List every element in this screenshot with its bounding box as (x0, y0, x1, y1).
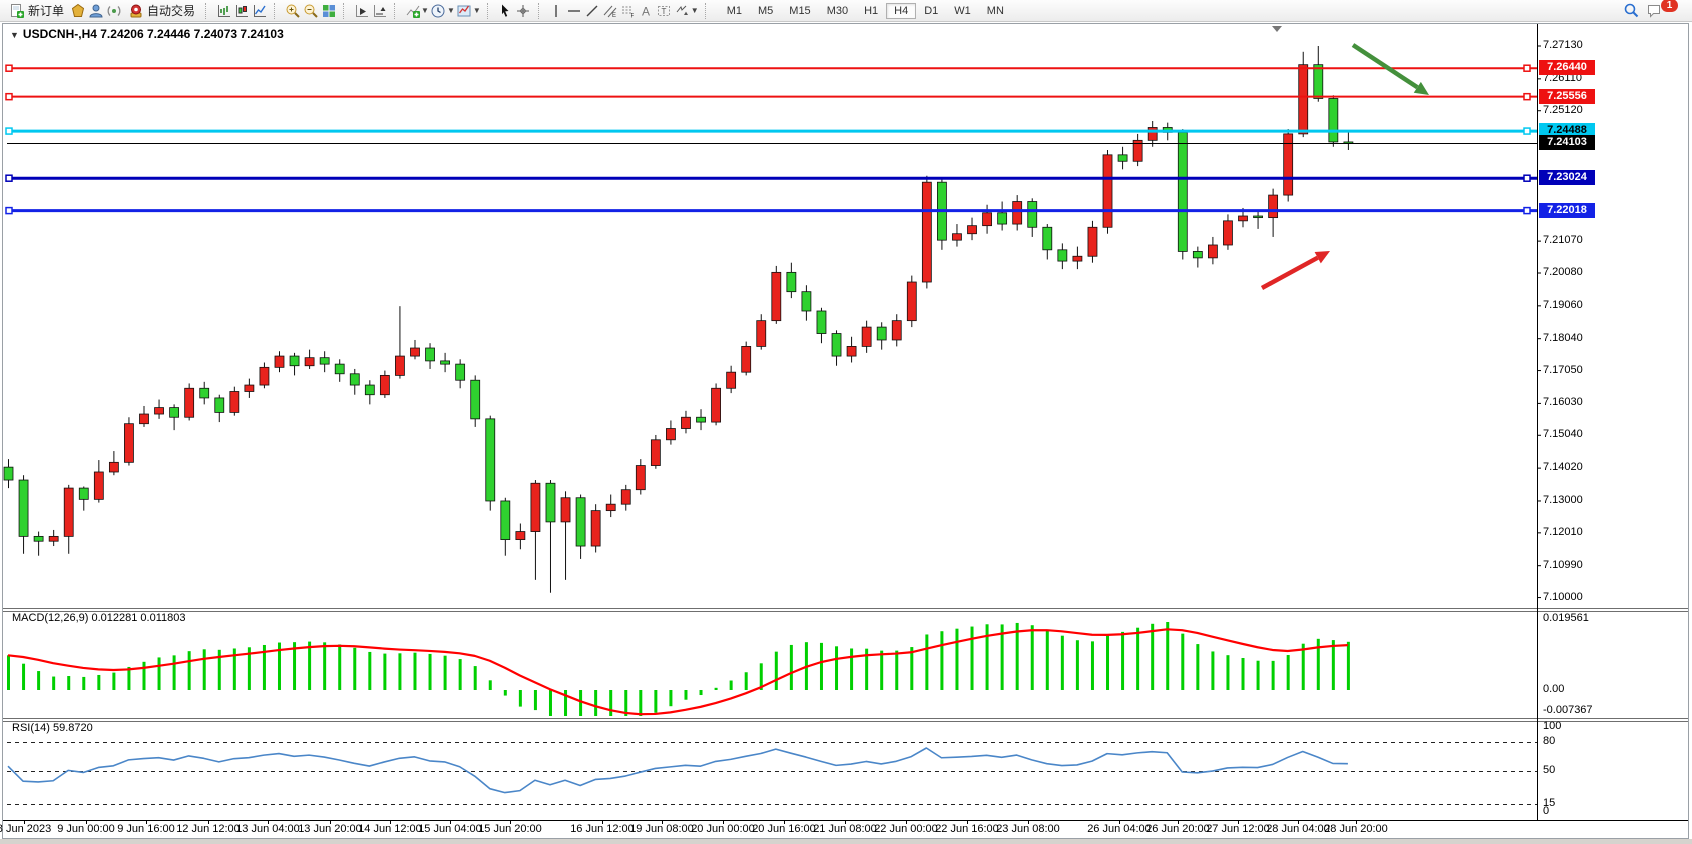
notification-badge[interactable]: 1 (1661, 0, 1678, 12)
zoom-out-icon[interactable] (302, 2, 319, 19)
timeframe-button-m5[interactable]: M5 (758, 4, 774, 17)
new-order-icon (8, 2, 25, 19)
chat-icon[interactable] (1646, 2, 1663, 19)
candle-chart-icon[interactable] (233, 2, 250, 19)
timeframe-button-m1[interactable]: M1 (726, 4, 742, 17)
vertical-line-tool-icon[interactable] (548, 2, 565, 19)
text-label-tool-icon[interactable]: T (656, 2, 673, 19)
timeframe-button-h1[interactable]: H1 (864, 4, 879, 17)
seal-icon[interactable] (69, 2, 86, 19)
toolbar-separator (486, 2, 492, 19)
trendline-tool-icon[interactable] (584, 2, 601, 19)
text-tool-icon[interactable]: A (638, 2, 655, 19)
timeframe-button-mn[interactable]: MN (986, 4, 1004, 17)
timeframe-button-m30[interactable]: M30 (826, 4, 849, 17)
timeframe-button-w1[interactable]: W1 (954, 4, 971, 17)
svg-text:T: T (662, 7, 667, 16)
timeframe-button-m15[interactable]: M15 (789, 4, 811, 17)
auto-trading-icon (127, 2, 144, 19)
toolbar-separator (537, 2, 543, 19)
timeframe-button-h4[interactable]: H4 (886, 2, 917, 19)
signal-icon[interactable] (105, 2, 122, 19)
toolbar-separator (274, 2, 279, 19)
bar-chart-icon[interactable] (215, 2, 232, 19)
template-icon[interactable] (456, 2, 473, 19)
line-chart-icon[interactable] (251, 2, 268, 19)
crosshair-icon[interactable] (515, 2, 532, 19)
fibonacci-tool-icon[interactable]: F (620, 2, 637, 19)
cursor-icon[interactable] (497, 2, 514, 19)
tile-windows-icon[interactable] (320, 2, 337, 19)
indicators-add-icon[interactable] (404, 2, 421, 19)
chart-shift-icon[interactable] (371, 2, 388, 19)
new-order-button[interactable]: 新订单 (4, 1, 68, 20)
svg-text:F: F (631, 13, 635, 19)
chevron-down-icon[interactable]: ▼ (472, 6, 481, 15)
period-clock-icon[interactable] (430, 2, 447, 19)
horizontal-line-tool-icon[interactable] (566, 2, 583, 19)
new-order-label: 新订单 (28, 4, 65, 18)
svg-text:A: A (642, 4, 650, 18)
profile-icon[interactable] (87, 2, 104, 19)
svg-text:E: E (612, 13, 616, 19)
search-icon[interactable] (1623, 2, 1640, 19)
main-toolbar: 新订单 自动交易 ▼ ▼ ▼ E F A T ▼ M1 M5 M15 M30 H1 H4 D… (0, 0, 1692, 22)
auto-trading-label: 自动交易 (147, 4, 196, 18)
timeframe-bar: M1 M5 M15 M30 H1 H4 D1 W1 MN (719, 2, 1012, 19)
toolbar-separator (205, 2, 210, 19)
window-bottom-edge (0, 839, 1692, 844)
toolbar-separator (394, 2, 399, 19)
zoom-in-icon[interactable] (284, 2, 301, 19)
timeframe-button-d1[interactable]: D1 (924, 4, 939, 17)
chevron-down-icon[interactable]: ▼ (446, 6, 455, 15)
chevron-down-icon[interactable]: ▼ (421, 6, 429, 15)
chevron-down-icon[interactable]: ▼ (690, 6, 699, 15)
channel-tool-icon[interactable]: E (602, 2, 619, 19)
auto-trading-button[interactable]: 自动交易 (123, 1, 199, 20)
auto-scroll-icon[interactable] (353, 2, 370, 19)
shapes-tool-icon[interactable] (674, 2, 691, 19)
toolbar-separator (343, 2, 348, 19)
toolbar-separator (704, 2, 710, 19)
